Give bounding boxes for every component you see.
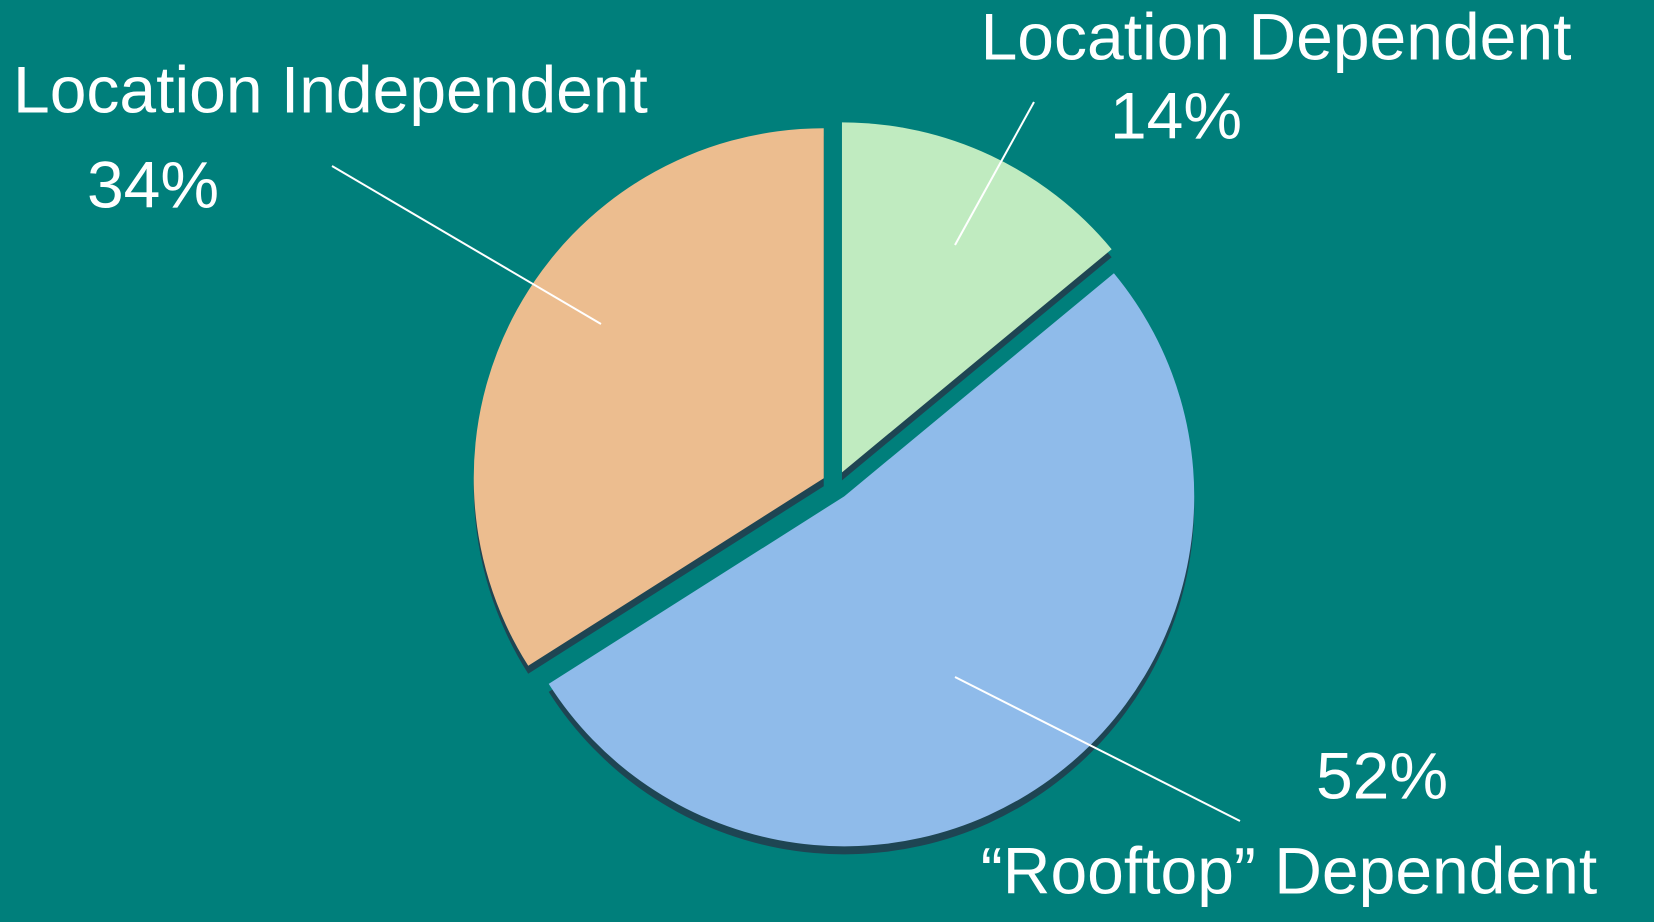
- leader-line: [954, 101, 1035, 246]
- leader-line: [954, 676, 1241, 822]
- pie-slice: [548, 273, 1195, 847]
- slice-label: “Rooftop” Dependent: [981, 833, 1597, 907]
- pie-slice: [841, 122, 1112, 473]
- pie-slice: [473, 128, 824, 666]
- slice-label: Location Dependent: [981, 0, 1572, 73]
- value-label: 14%: [1110, 78, 1242, 152]
- value-label: 52%: [1316, 738, 1448, 812]
- slice-label: Location Independent: [13, 52, 648, 126]
- value-label: 34%: [87, 147, 219, 221]
- leader-line: [331, 165, 602, 325]
